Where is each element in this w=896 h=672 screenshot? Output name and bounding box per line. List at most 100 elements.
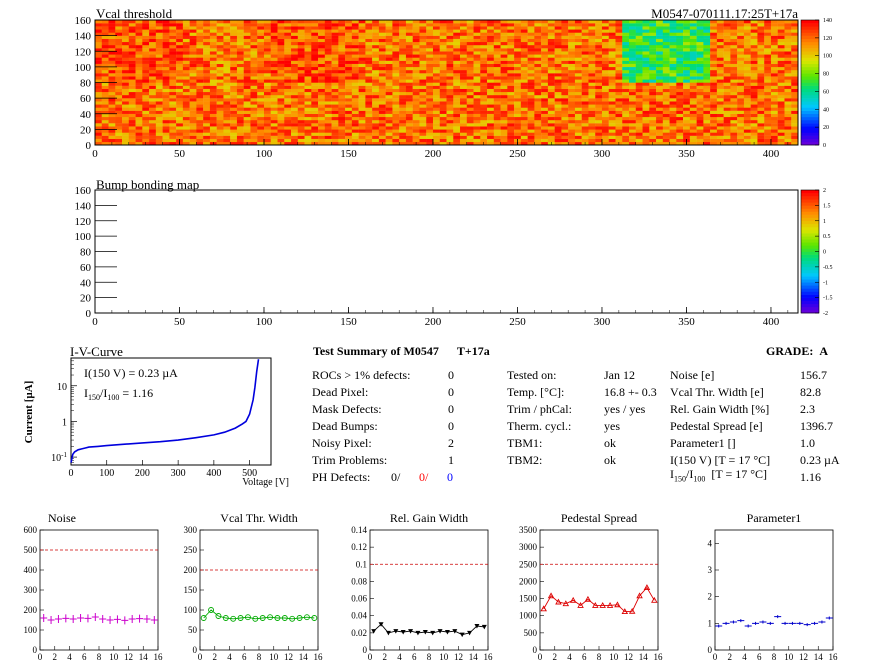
vcal-cell (649, 79, 657, 83)
vcal-cell (737, 129, 745, 133)
vcal-cell (696, 132, 704, 136)
vcal-cell (696, 48, 704, 52)
small-xtick-label: 16 (829, 652, 839, 662)
vcal-cell (243, 116, 251, 121)
vcal-cell (385, 82, 393, 86)
vcal-cell (466, 123, 474, 127)
vcal-cell (635, 41, 643, 46)
vcal-cell (446, 66, 454, 71)
vcal-cell (250, 41, 258, 46)
vcal-cell (527, 123, 535, 127)
vcal-cell (189, 95, 197, 99)
vcal-cell (629, 82, 636, 86)
vcal-cell (297, 101, 305, 105)
small-xtick-label: 8 (257, 652, 262, 662)
vcal-cell (378, 95, 386, 99)
vcal-cell (338, 82, 346, 86)
vcal-cell (419, 32, 427, 36)
vcal-cell (514, 60, 522, 64)
vcal-cell (757, 98, 765, 102)
vcal-cell (419, 76, 427, 80)
vcal-cell (493, 126, 501, 130)
vcal-cell (243, 26, 251, 30)
vcal-cell (669, 23, 677, 27)
vcal-cell (155, 35, 163, 39)
vcal-cell (487, 38, 495, 43)
vcal-cell (784, 88, 792, 93)
vcal-cell (784, 120, 792, 124)
vcal-cell (473, 91, 481, 96)
vcal-cell (149, 38, 157, 43)
small-xtick-label: 4 (742, 652, 747, 662)
vcal-cell (507, 88, 515, 93)
vcal-cell (196, 60, 204, 64)
vcal-cell (162, 110, 170, 114)
vcal-cell (182, 26, 190, 30)
vcal-cell (581, 20, 589, 24)
vcal-cell (500, 91, 508, 96)
vcal-cell (784, 35, 792, 39)
vcal-cell (378, 116, 386, 121)
vcal-cell (203, 126, 211, 130)
vcal-cell (365, 116, 373, 121)
vcal-cell (737, 20, 745, 24)
vcal-cell (791, 57, 799, 61)
vcal-cell (223, 48, 231, 52)
vcal-cell (142, 110, 150, 114)
vcal-cell (561, 41, 569, 46)
vcal-cell (209, 107, 217, 111)
vcal-cell (635, 98, 643, 102)
vcal-cell (493, 66, 501, 71)
vcal-cell (683, 129, 691, 133)
bump-palette-label: -1 (823, 280, 828, 286)
vcal-cell (527, 85, 535, 89)
vcal-cell (412, 54, 420, 58)
vcal-cell (473, 54, 481, 58)
vcal-cell (257, 41, 265, 46)
vcal-cell (176, 54, 184, 58)
vcal-cell (324, 54, 332, 58)
small-xtick-label: 0 (368, 652, 373, 662)
small-plot-point (378, 622, 384, 627)
vcal-cell (581, 79, 589, 83)
vcal-cell (703, 98, 711, 102)
vcal-cell (419, 95, 427, 99)
vcal-cell (304, 38, 312, 43)
vcal-cell (372, 113, 380, 118)
vcal-palette-band (801, 35, 819, 40)
vcal-cell (385, 60, 393, 64)
vcal-cell (385, 66, 393, 71)
vcal-cell (757, 66, 765, 71)
vcal-cell (115, 101, 123, 105)
vcal-cell (547, 70, 555, 74)
vcal-cell (784, 23, 792, 27)
vcal-cell (683, 51, 691, 55)
vcal-cell (642, 41, 650, 46)
vcal-cell (777, 79, 785, 83)
vcal-cell (460, 135, 467, 139)
defect-4-value: 2 (448, 436, 454, 450)
vcal-cell (791, 35, 799, 39)
vcal-cell (689, 48, 697, 52)
condition-2-value: yes / yes (604, 402, 646, 416)
vcal-cell (662, 38, 670, 43)
vcal-cell (642, 63, 650, 68)
vcal-cell (453, 66, 461, 71)
vcal-cell (656, 73, 664, 77)
vcal-cell (608, 88, 616, 93)
vcal-cell (412, 48, 420, 52)
vcal-cell (189, 129, 197, 133)
vcal-cell (487, 120, 495, 124)
vcal-cell (784, 45, 792, 49)
vcal-cell (723, 138, 731, 143)
vcal-cell (554, 66, 562, 71)
vcal-cell (480, 45, 488, 49)
vcal-cell (412, 104, 420, 108)
vcal-cell (250, 113, 258, 118)
vcal-cell (737, 91, 745, 96)
vcal-cell (243, 54, 251, 58)
vcal-cell (527, 32, 535, 36)
vcal-cell (791, 141, 799, 146)
vcal-cell (770, 135, 778, 139)
vcal-cell (554, 98, 562, 102)
